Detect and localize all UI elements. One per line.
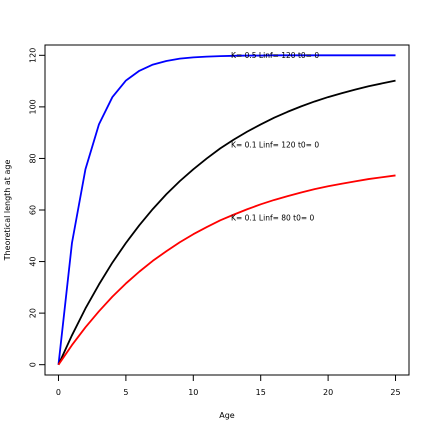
series-line-1: [57, 54, 396, 365]
y-tick-label: 40: [29, 256, 38, 266]
y-tick-label: 120: [29, 48, 38, 63]
y-tick-label: 0: [29, 362, 38, 367]
curve-annotation: K= 0.5 Linf= 120 t0= 0: [231, 51, 319, 60]
curve-annotation: K= 0.1 Linf= 120 t0= 0: [231, 141, 319, 150]
x-axis: 0 5 10 15 20 25: [56, 374, 401, 397]
annotation-layer: K= 0.5 Linf= 120 t0= 0 K= 0.1 Linf= 120 t…: [231, 51, 319, 222]
x-tick-label: 15: [256, 388, 266, 397]
x-tick-label: 5: [123, 388, 128, 397]
series-line-3: [57, 174, 396, 366]
x-tick-label: 0: [56, 388, 61, 397]
x-tick-label: 25: [390, 388, 400, 397]
y-axis: 0 20 40 60 80 100 120: [29, 48, 46, 367]
series-layer: [57, 54, 396, 366]
y-axis-title: Theoretical length at age: [3, 160, 12, 262]
plot-frame: [44, 44, 410, 376]
x-tick-label: 20: [323, 388, 333, 397]
x-axis-title: Age: [219, 411, 235, 420]
series-line-2: [57, 79, 396, 366]
y-tick-label: 60: [29, 205, 38, 215]
y-tick-label: 100: [29, 99, 38, 114]
y-tick-label: 20: [29, 308, 38, 318]
curve-annotation: K= 0.1 Linf= 80 t0= 0: [231, 213, 315, 222]
y-tick-label: 80: [29, 153, 38, 163]
x-tick-label: 10: [188, 388, 198, 397]
